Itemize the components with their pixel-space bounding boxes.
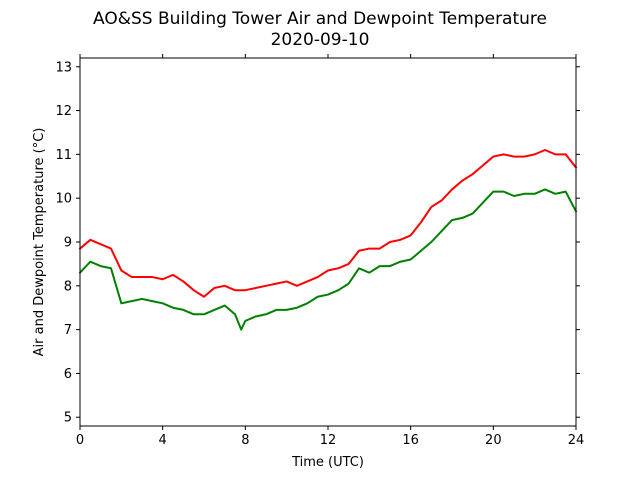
y-tick-label: 7 (64, 323, 72, 338)
y-tick-label: 8 (64, 279, 72, 294)
y-tick-label: 11 (55, 148, 72, 163)
x-tick-label: 8 (241, 433, 249, 448)
x-tick-label: 16 (402, 433, 419, 448)
x-tick-label: 0 (76, 433, 84, 448)
y-axis-label: Air and Dewpoint Temperature (°C) (32, 128, 47, 357)
plot-frame (79, 57, 577, 427)
x-tick-label: 24 (568, 433, 585, 448)
y-tick-label: 5 (64, 411, 72, 426)
x-tick-label: 20 (485, 433, 502, 448)
series-line-1 (79, 188, 577, 331)
plot-area: 0 4 8 12 16 20 24 5 6 7 8 9 10 11 12 13 (55, 54, 584, 448)
x-tick-label: 4 (159, 433, 167, 448)
y-tick-label: 13 (55, 60, 72, 75)
y-tick-label: 10 (55, 192, 72, 207)
y-tick-label: 12 (55, 104, 72, 119)
series-layer (79, 149, 577, 331)
y-tick-label: 9 (64, 236, 72, 251)
ticks-layer: 0 4 8 12 16 20 24 5 6 7 8 9 10 11 12 13 (55, 54, 584, 448)
x-tick-label: 12 (320, 433, 337, 448)
chart-subtitle: 2020-09-10 (271, 30, 370, 50)
x-axis-label: Time (UTC) (291, 455, 364, 470)
y-tick-label: 6 (64, 367, 72, 382)
series-line-0 (79, 149, 577, 298)
chart-title: AO&SS Building Tower Air and Dewpoint Te… (93, 9, 547, 29)
